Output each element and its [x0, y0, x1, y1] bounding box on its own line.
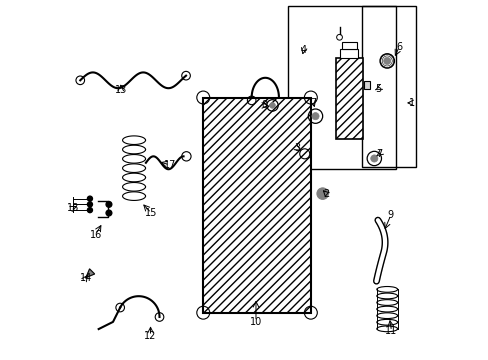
Circle shape: [316, 188, 328, 199]
Bar: [342, 42, 356, 49]
Text: 10: 10: [249, 317, 262, 327]
Text: 4: 4: [300, 45, 306, 55]
Text: 1: 1: [408, 98, 414, 108]
Circle shape: [370, 155, 377, 162]
Circle shape: [106, 202, 112, 207]
Text: 18: 18: [67, 203, 79, 213]
Circle shape: [311, 113, 319, 120]
Text: 2: 2: [323, 189, 329, 199]
Circle shape: [87, 202, 92, 207]
Circle shape: [269, 103, 275, 108]
Text: 17: 17: [163, 160, 176, 170]
Bar: [287, 6, 395, 169]
Text: 12: 12: [144, 331, 157, 341]
Text: 6: 6: [396, 42, 402, 51]
Circle shape: [87, 208, 92, 213]
Text: 15: 15: [145, 208, 157, 218]
Text: 14: 14: [80, 273, 92, 283]
Bar: [203, 98, 310, 313]
Circle shape: [87, 196, 92, 201]
Text: 13: 13: [114, 85, 127, 95]
Text: 3: 3: [294, 143, 300, 153]
Bar: [335, 58, 362, 139]
Bar: [362, 6, 415, 167]
Circle shape: [106, 210, 112, 216]
Text: 11: 11: [385, 326, 397, 336]
Text: 5: 5: [374, 84, 380, 94]
Circle shape: [383, 57, 390, 64]
Text: 8: 8: [261, 100, 267, 111]
Text: 9: 9: [387, 210, 393, 220]
Text: 7: 7: [375, 149, 381, 159]
Polygon shape: [86, 269, 94, 278]
Bar: [340, 49, 358, 58]
Text: 16: 16: [89, 230, 102, 239]
Bar: [363, 81, 369, 89]
Text: 7: 7: [309, 98, 316, 108]
